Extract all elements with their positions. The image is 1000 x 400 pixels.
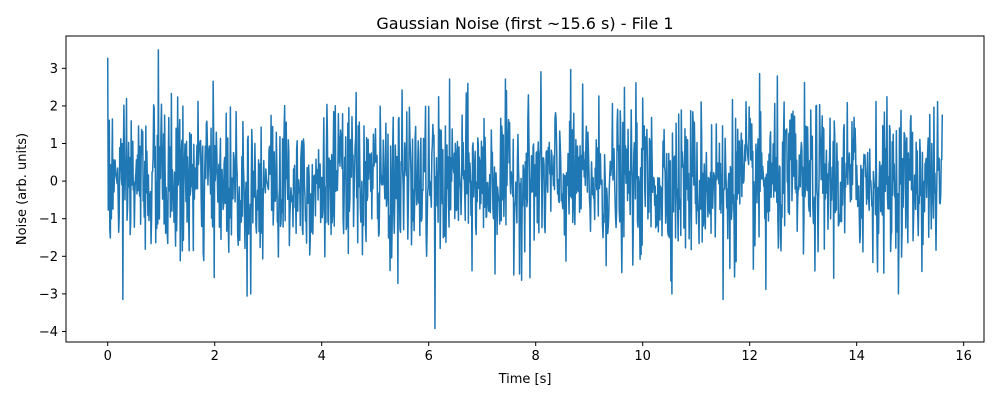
y-tick-label: −4 — [39, 325, 58, 340]
x-tick-label: 6 — [425, 349, 433, 364]
x-tick-label: 0 — [104, 349, 112, 364]
x-tick-label: 12 — [741, 349, 758, 364]
y-tick-label: 2 — [50, 99, 58, 114]
y-tick-label: 0 — [50, 175, 58, 190]
x-tick-label: 8 — [532, 349, 540, 364]
x-axis-label: Time [s] — [498, 372, 552, 387]
x-tick-label: 16 — [955, 349, 972, 364]
y-tick-label: −3 — [39, 287, 58, 302]
x-tick-label: 10 — [634, 349, 651, 364]
y-tick-label: −1 — [39, 212, 58, 227]
x-tick-label: 4 — [318, 349, 326, 364]
y-tick-label: 1 — [50, 137, 58, 152]
chart-title: Gaussian Noise (first ~15.6 s) - File 1 — [376, 14, 673, 33]
y-tick-label: 3 — [50, 62, 58, 77]
x-tick-label: 14 — [848, 349, 865, 364]
series-group — [106, 49, 944, 330]
y-axis: −4 −3 −2 −1 0 1 2 3 — [39, 62, 66, 340]
y-axis-label: Noise (arb. units) — [15, 133, 30, 245]
y-tick-label: −2 — [39, 250, 58, 265]
x-axis: 0 2 4 6 8 10 12 14 16 — [104, 342, 972, 364]
x-tick-label: 2 — [211, 349, 219, 364]
series-line-noise — [106, 49, 944, 330]
axes-frame — [65, 35, 985, 343]
